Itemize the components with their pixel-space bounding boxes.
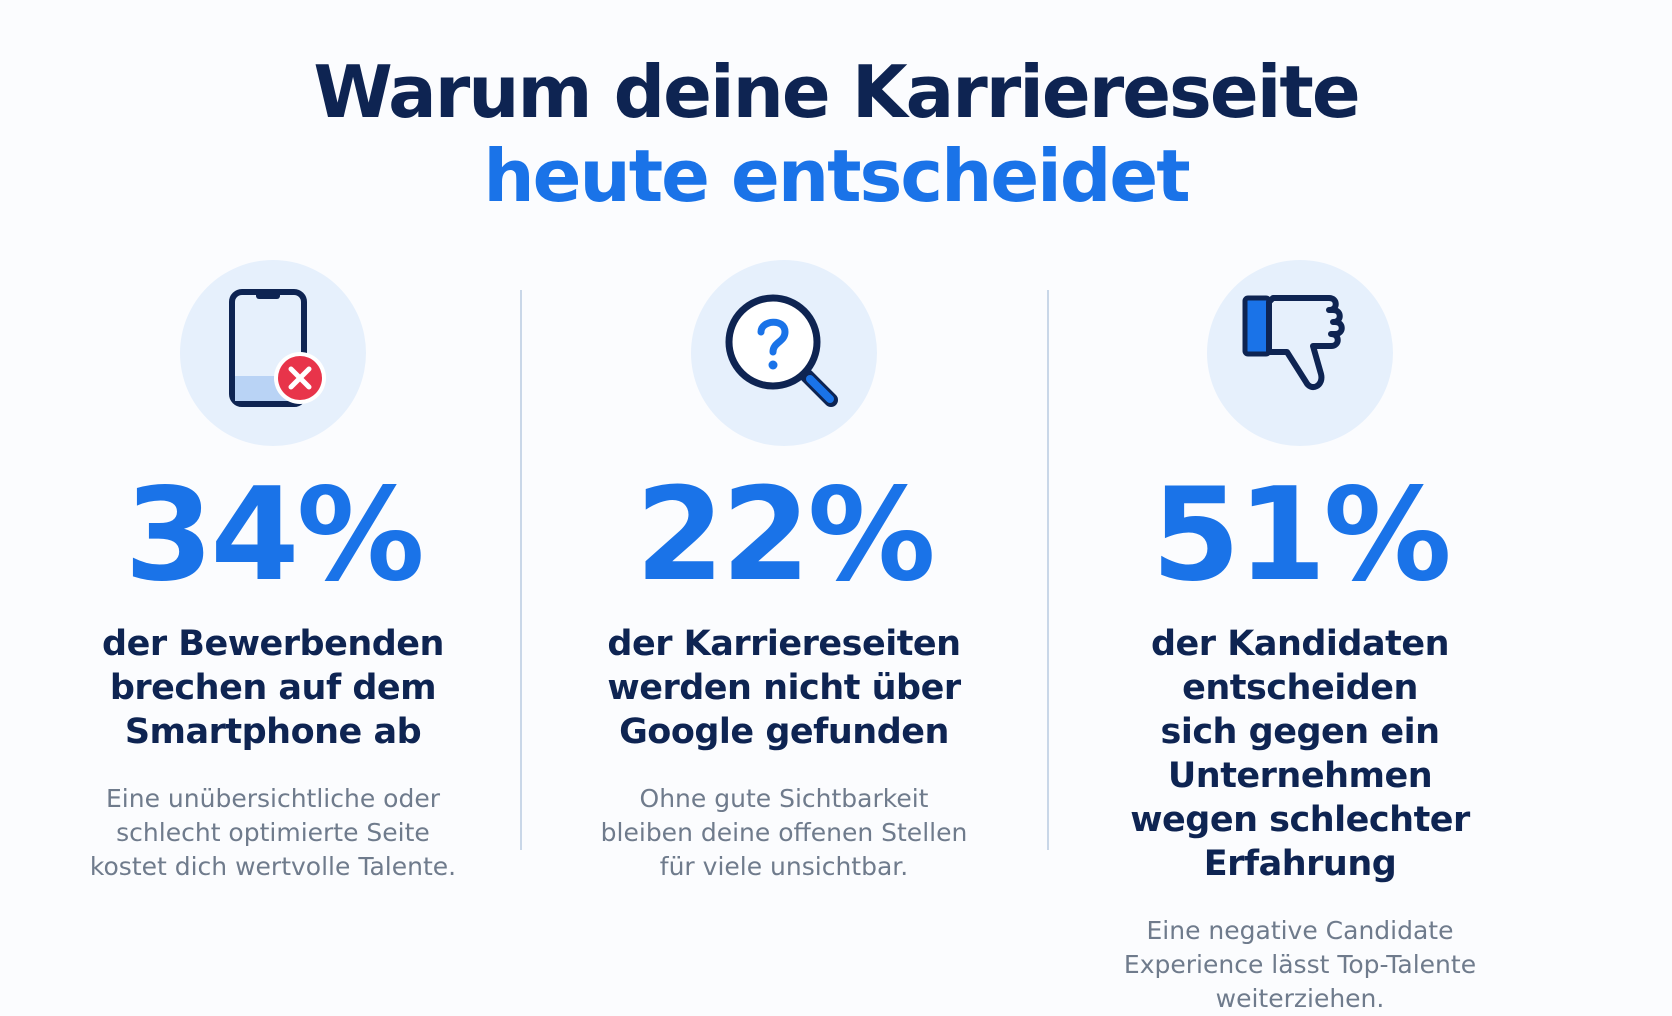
stat-card-mobile: 34% der Bewerbenden brechen auf dem Smar… <box>33 260 513 884</box>
headline-line: werden nicht über <box>607 668 961 708</box>
page-title-line2: heute entscheidet <box>483 134 1190 218</box>
icon-circle <box>180 260 366 446</box>
description-line: Eine unübersichtliche oder <box>106 784 440 813</box>
description-line: Eine negative Candidate <box>1146 916 1454 945</box>
stat-description: Ohne gute Sichtbarkeit bleiben deine off… <box>544 782 1024 884</box>
headline-line: der Bewerbenden <box>102 624 444 664</box>
description-line: schlecht optimierte Seite <box>116 818 430 847</box>
stat-headline: der Karriereseiten werden nicht über Goo… <box>544 622 1024 754</box>
stat-card-experience: 51% der Kandidaten entscheiden sich gege… <box>1060 260 1540 1016</box>
description-line: kostet dich wertvolle Talente. <box>89 852 457 881</box>
headline-line: der Kandidaten entscheiden <box>1150 624 1450 708</box>
headline-line: der Karriereseiten <box>607 624 961 664</box>
description-line: Ohne gute Sichtbarkeit <box>639 784 929 813</box>
stat-headline: der Bewerbenden brechen auf dem Smartpho… <box>33 622 513 754</box>
description-line: weiterziehen. <box>1215 984 1385 1013</box>
stat-value: 51% <box>1151 461 1451 610</box>
thumbs-down-icon <box>1242 295 1345 391</box>
description-line: für viele unsichtbar. <box>659 852 909 881</box>
stat-headline: der Kandidaten entscheiden sich gegen ei… <box>1060 622 1540 886</box>
stat-description: Eine unübersichtliche oder schlecht opti… <box>33 782 513 884</box>
stat-value: 34% <box>124 461 424 610</box>
description-line: bleiben deine offenen Stellen <box>600 818 968 847</box>
description-line: Experience lässt Top-Talente <box>1123 950 1477 979</box>
column-divider <box>520 290 522 850</box>
icon-circle <box>1207 260 1393 446</box>
stat-card-google: 22% der Karriereseiten werden nicht über… <box>544 260 1024 884</box>
smartphone-error-icon <box>229 289 326 407</box>
page-title-line1: Warum deine Karriereseite <box>313 50 1360 134</box>
headline-line: Smartphone ab <box>124 712 422 752</box>
icon-circle <box>691 260 877 446</box>
headline-line: sich gegen ein Unternehmen <box>1160 712 1440 796</box>
column-divider <box>1047 290 1049 850</box>
stat-value: 22% <box>635 461 935 610</box>
stat-description: Eine negative Candidate Experience lässt… <box>1060 914 1540 1016</box>
headline-line: brechen auf dem <box>109 668 437 708</box>
search-question-icon <box>725 294 838 407</box>
headline-line: Google gefunden <box>619 712 949 752</box>
headline-line: wegen schlechter Erfahrung <box>1130 800 1470 884</box>
